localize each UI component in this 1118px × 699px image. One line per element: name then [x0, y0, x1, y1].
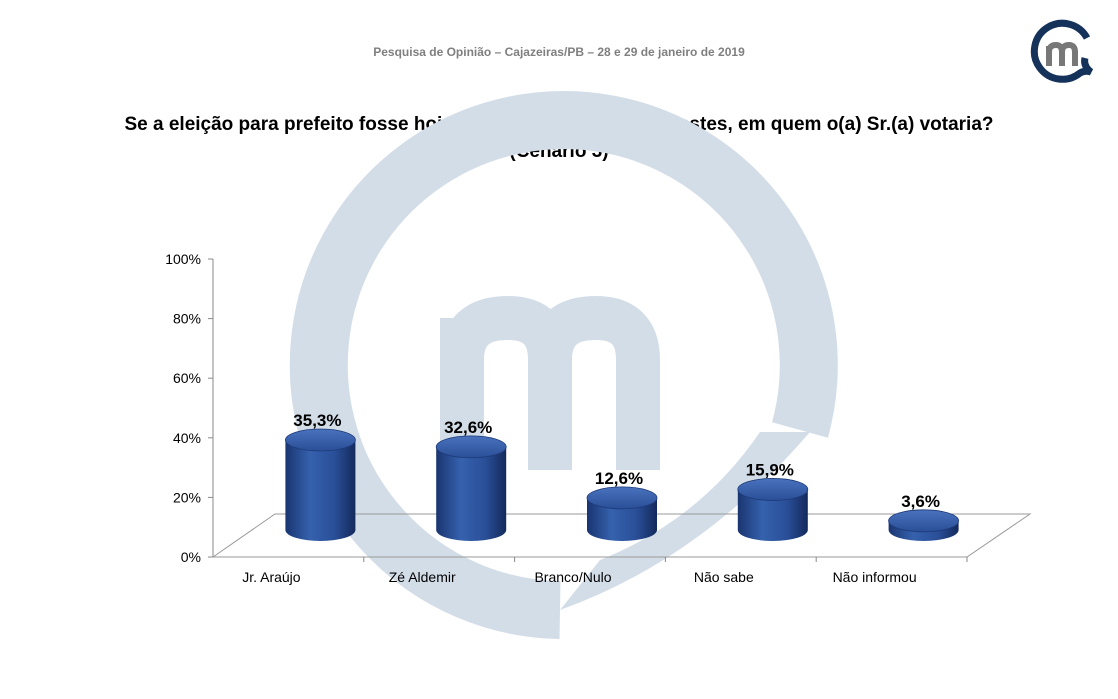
bar-top [284, 428, 356, 452]
y-tick-label: 100% [165, 251, 201, 267]
bar-body [587, 497, 657, 541]
data-label: 12,6% [595, 469, 643, 488]
x-tick-label: Branco/Nulo [534, 569, 611, 585]
bar: 35,3% [284, 411, 356, 541]
y-tick-label: 0% [181, 549, 201, 565]
logo-ring [1030, 19, 1094, 83]
y-tick-label: 20% [173, 489, 201, 505]
x-tick-label: Jr. Araújo [242, 569, 301, 585]
bar-top [737, 478, 809, 501]
bar-body [285, 439, 356, 541]
company-logo [1030, 19, 1094, 83]
watermark-ring [289, 91, 838, 639]
logo-letter-m [1046, 41, 1078, 66]
watermark-logo [289, 91, 838, 639]
y-tick-label: 60% [173, 370, 201, 386]
watermark-tail [560, 432, 810, 610]
bar: 3,6% [888, 492, 959, 541]
axes: 0% 20% 40% 60% 80% 100% Jr. Araújo Zé Aldemir Br… [165, 251, 1032, 585]
x-tick-label: Não informou [833, 569, 917, 585]
bar: 12,6% [586, 469, 658, 541]
bar-body [436, 446, 507, 541]
data-label: 3,6% [901, 492, 940, 511]
data-label: 35,3% [293, 411, 341, 430]
bar-top [888, 509, 959, 533]
data-label: 32,6% [444, 418, 492, 437]
y-tick-label: 80% [173, 311, 201, 327]
bars: 35,3% 32,6% 12,6% 15,9% 3,6% [284, 411, 959, 541]
bar: 15,9% [737, 460, 809, 541]
bar-top [435, 435, 507, 459]
bar: 32,6% [435, 418, 507, 541]
bar-top [586, 486, 658, 510]
x-tick-label: Não sabe [694, 569, 754, 585]
data-label: 15,9% [746, 460, 794, 479]
x-tick-label: Zé Aldemir [389, 569, 456, 585]
chart-floor [211, 513, 1032, 558]
bar-body [737, 489, 808, 541]
report-header: Pesquisa de Opinião – Cajazeiras/PB – 28… [373, 45, 745, 59]
y-tick-label: 40% [173, 430, 201, 446]
